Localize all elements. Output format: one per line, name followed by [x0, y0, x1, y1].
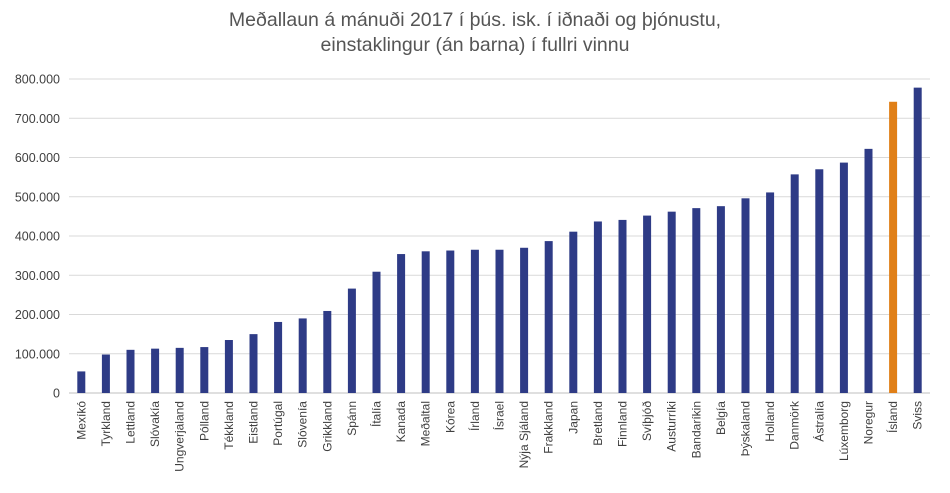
bar [889, 101, 898, 393]
x-tick-label: Írland [467, 401, 482, 431]
x-tick-label: Noregur [862, 401, 876, 444]
x-tick-label: Japan [566, 401, 580, 434]
x-tick-label: Holland [763, 401, 777, 442]
bar [274, 321, 283, 393]
x-tick-label: Bretland [591, 401, 605, 446]
bar [864, 148, 873, 393]
x-tick-label: Tékkland [222, 401, 236, 450]
x-tick-label: Ungverjaland [173, 401, 187, 472]
bar [569, 231, 578, 393]
x-tick-label: Sviss [911, 401, 925, 430]
bar [77, 371, 86, 393]
x-tick-label: Kanada [394, 401, 408, 443]
x-tick-label: Svíþjóð [640, 401, 654, 441]
bar [397, 254, 406, 393]
x-tick-label: Belgía [714, 401, 728, 435]
bar [323, 310, 332, 393]
bar [421, 251, 430, 393]
bar [372, 271, 381, 393]
x-tick-label: Lúxemborg [837, 401, 851, 461]
x-tick-label: Nýja Sjáland [517, 401, 531, 468]
bar [446, 250, 455, 393]
x-tick-label: Danmörk [788, 400, 802, 450]
x-tick-label: Finnland [616, 401, 630, 447]
bar [249, 334, 258, 393]
bar [544, 241, 553, 393]
bar [224, 340, 233, 393]
bar [741, 198, 750, 393]
bar [815, 169, 824, 393]
x-tick-label: Slóvenía [296, 401, 310, 448]
bar [839, 162, 848, 393]
x-tick-label: Austurríki [665, 401, 679, 452]
bar [643, 215, 652, 393]
y-tick-label: 800.000 [15, 73, 60, 87]
bar [126, 349, 135, 393]
bar [618, 219, 627, 393]
y-tick-label: 700.000 [15, 112, 60, 126]
y-tick-label: 500.000 [15, 190, 60, 204]
bar [766, 192, 775, 393]
x-tick-label: Ísland [885, 401, 900, 433]
x-tick-label: Slóvakía [148, 401, 162, 447]
x-tick-label: Portúgal [271, 401, 285, 446]
bar [151, 348, 160, 393]
x-tick-label: Frakkland [542, 401, 556, 454]
bar [913, 87, 922, 393]
x-tick-label: Bandaríkin [689, 401, 703, 458]
y-tick-label: 100.000 [15, 347, 60, 361]
x-tick-label: Ástralía [811, 401, 826, 442]
bar [298, 318, 307, 393]
bar [593, 221, 602, 393]
x-tick-label: Mexíkó [74, 401, 88, 440]
x-tick-label: Kórea [443, 401, 457, 433]
x-tick-label: Ísrael [492, 401, 507, 430]
bar [470, 249, 479, 393]
y-tick-label: 600.000 [15, 151, 60, 165]
x-tick-label: Lettland [124, 401, 138, 444]
bar [520, 247, 529, 393]
x-tick-label: Spánn [345, 401, 359, 436]
x-tick-label: Eistland [247, 401, 261, 444]
y-tick-label: 0 [53, 387, 60, 401]
chart-title: Meðallaun á mánuði 2017 í þús. isk. í ið… [0, 8, 950, 58]
bar [495, 249, 504, 393]
x-tick-label: Pólland [197, 401, 211, 441]
y-tick-label: 200.000 [15, 308, 60, 322]
chart-title-line-1: Meðallaun á mánuði 2017 í þús. isk. í ið… [228, 9, 722, 31]
bar [175, 347, 184, 393]
bar [692, 208, 701, 393]
chart-title-line-2: einstaklingur (án barna) í fullri vinnu [320, 34, 630, 56]
bar [667, 211, 676, 393]
x-tick-label: Meðaltal [419, 401, 433, 446]
bar [347, 288, 356, 393]
y-tick-label: 300.000 [15, 269, 60, 283]
x-tick-label: Ítalía [369, 401, 384, 427]
x-tick-label: Þýskaland [739, 401, 753, 456]
bar [200, 347, 209, 393]
x-tick-label: Grikkland [320, 401, 334, 452]
x-tick-label: Tyrkland [99, 401, 113, 446]
bar [101, 354, 110, 393]
bar [790, 174, 799, 393]
bar [716, 206, 725, 393]
y-tick-label: 400.000 [15, 230, 60, 244]
